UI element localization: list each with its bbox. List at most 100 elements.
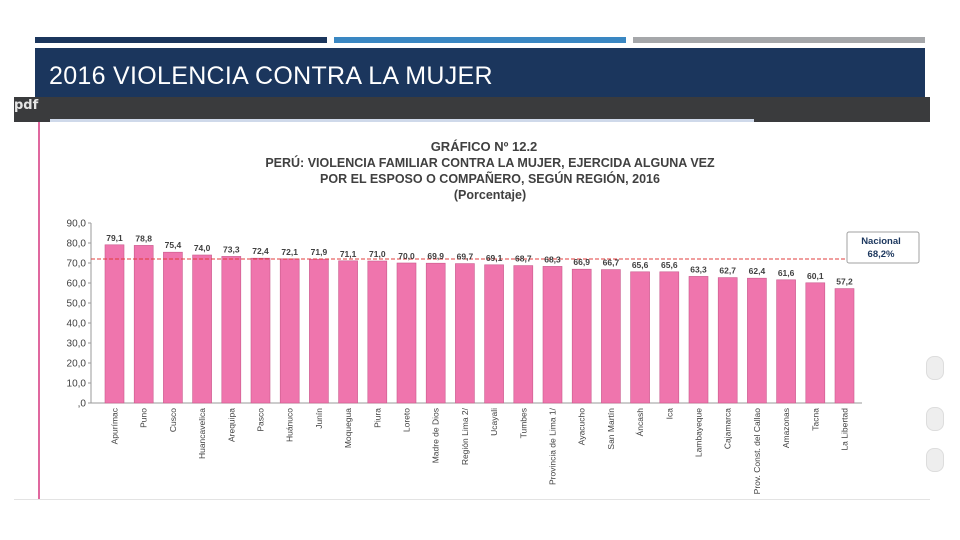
- category-label: Junín: [314, 408, 324, 429]
- bar: [601, 269, 621, 404]
- chart-title-line-4: (Porcentaje): [454, 188, 526, 202]
- category-label: Lambayeque: [694, 408, 704, 457]
- bar: [250, 257, 271, 404]
- value-labels: 79,1 78,8 75,4 74,0 73,3 72,4 72,1 71,9 71,1 71,0…: [106, 233, 853, 287]
- value-label: 74,0: [194, 243, 211, 253]
- category-label: Huánuco: [285, 408, 295, 442]
- y-tick-label: 80,0: [67, 239, 87, 250]
- y-tick-label: 20,0: [67, 359, 87, 370]
- value-label: 61,6: [778, 268, 795, 278]
- category-label: Provincia de Lima 1/: [548, 407, 558, 485]
- value-label: 63,3: [690, 264, 707, 274]
- bar-chart: GRÁFICO Nº 12.2 PERÚ: VIOLENCIA FAMILIAR…: [67, 139, 920, 494]
- bar: [455, 263, 475, 404]
- bar: [396, 262, 417, 404]
- y-tick-label: 40,0: [67, 319, 87, 330]
- pdf-viewer-label: pdf: [14, 98, 39, 113]
- category-label: Moquegua: [343, 408, 353, 448]
- category-labels: Apurímac Puno Cusco Huancavelica Arequipa Pas…: [110, 407, 850, 494]
- chart-title-line-2: PERÚ: VIOLENCIA FAMILIAR CONTRA LA MUJER…: [265, 155, 715, 170]
- y-tick-label: 50,0: [67, 299, 87, 310]
- category-label: Tumbes: [518, 408, 528, 438]
- value-label: 71,0: [369, 249, 386, 259]
- slide-nav-dot-2[interactable]: [926, 407, 944, 431]
- value-label: 73,3: [223, 244, 240, 254]
- category-label: Pasco: [256, 408, 266, 432]
- national-reference-box: [846, 231, 920, 264]
- category-label: Prov. Const. del Callao: [752, 408, 762, 495]
- category-label: La Libertad: [840, 408, 850, 451]
- bar: [834, 288, 855, 404]
- category-label: San Martín: [606, 408, 616, 450]
- category-label: Madre de Dios: [431, 408, 441, 463]
- value-label: 69,1: [486, 253, 503, 263]
- value-label: 79,1: [106, 233, 123, 243]
- value-label: 65,6: [661, 260, 678, 270]
- title-banner: 2016 VIOLENCIA CONTRA LA MUJER: [35, 48, 925, 100]
- bar: [338, 260, 358, 404]
- accent-bar-gray: [633, 37, 925, 43]
- bar: [571, 268, 592, 404]
- category-label: Ucayali: [489, 408, 499, 436]
- bar: [309, 258, 329, 404]
- national-reference-label: Nacional: [861, 236, 901, 247]
- y-tick-label: 30,0: [67, 339, 87, 350]
- value-label: 78,8: [135, 233, 152, 243]
- page-margin-line: [38, 122, 40, 499]
- bar: [688, 276, 709, 404]
- value-label: 62,4: [749, 266, 766, 276]
- bar: [367, 260, 388, 404]
- value-label: 71,1: [340, 249, 357, 259]
- category-label: Amazonas: [781, 408, 791, 448]
- pdf-page: GRÁFICO Nº 12.2 PERÚ: VIOLENCIA FAMILIAR…: [14, 122, 930, 500]
- y-tick-label: ,0: [78, 399, 87, 410]
- chart-title-line-3: POR EL ESPOSO O COMPAÑERO, SEGÚN REGIÓN,…: [320, 171, 660, 186]
- value-label: 72,4: [252, 246, 269, 256]
- bar: [104, 244, 125, 404]
- category-label: Ica: [664, 408, 674, 420]
- category-label: Puno: [139, 408, 149, 428]
- y-tick-label: 90,0: [67, 219, 87, 230]
- accent-bar-blue: [334, 37, 626, 43]
- bar: [133, 245, 154, 404]
- bar: [221, 256, 242, 404]
- bar: [163, 251, 183, 404]
- bar: [659, 271, 680, 404]
- value-label: 66,9: [573, 257, 590, 267]
- slide-title: 2016 VIOLENCIA CONTRA LA MUJER: [49, 62, 493, 90]
- category-label: Ayacucho: [577, 408, 587, 445]
- national-reference: Nacional 68,2%: [91, 231, 920, 264]
- category-label: Región Lima 2/: [460, 407, 470, 465]
- category-label: Arequipa: [226, 408, 236, 442]
- chart-title: GRÁFICO Nº 12.2 PERÚ: VIOLENCIA FAMILIAR…: [265, 139, 715, 202]
- bar: [717, 277, 738, 404]
- value-label: 65,6: [632, 260, 649, 270]
- bar: [279, 258, 300, 404]
- bar-series: [104, 244, 855, 404]
- pdf-viewer-toolbar: pdf: [14, 97, 930, 122]
- category-label: Tacna: [810, 408, 820, 431]
- value-label: 68,7: [515, 254, 532, 264]
- category-label: Cajamarca: [723, 408, 733, 449]
- value-label: 60,1: [807, 271, 824, 281]
- slide-nav-dot-3[interactable]: [926, 448, 944, 472]
- value-label: 69,9: [427, 251, 444, 261]
- slide-nav-dot-1[interactable]: [926, 356, 944, 380]
- value-label: 57,2: [836, 277, 853, 287]
- bar: [513, 265, 534, 404]
- chart-title-line-1: GRÁFICO Nº 12.2: [431, 139, 538, 154]
- bar: [805, 282, 826, 404]
- bar: [630, 271, 650, 404]
- bar: [425, 262, 446, 404]
- value-label: 70,0: [398, 251, 415, 261]
- category-label: Loreto: [402, 408, 412, 432]
- category-label: Cusco: [168, 408, 178, 432]
- category-label: Áncash: [635, 408, 645, 437]
- y-axis: 90,0 80,0 70,0 60,0 50,0 40,0 30,0 20,0 10,0 ,0: [67, 219, 862, 410]
- national-reference-value: 68,2%: [868, 249, 895, 260]
- bar: [484, 264, 504, 404]
- value-label: 71,9: [311, 247, 328, 257]
- value-label: 69,7: [457, 252, 474, 262]
- value-label: 66,7: [603, 258, 620, 268]
- value-label: 68,3: [544, 254, 561, 264]
